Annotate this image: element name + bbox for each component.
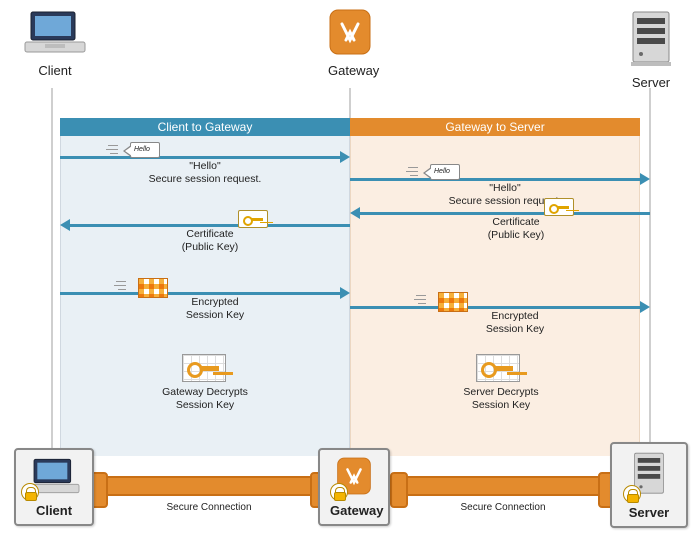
top-gateway: Gateway (328, 8, 372, 78)
header-right: Gateway to Server (350, 118, 640, 136)
lifeline-server (649, 88, 651, 500)
step-right-decrypt-label: Server DecryptsSession Key (446, 386, 556, 412)
gateway-badge-icon (328, 8, 372, 56)
step-right-cert-label: Certificate(Public Key) (466, 216, 566, 242)
lifeline-client (51, 88, 53, 500)
pipe-right: Secure Connection (400, 476, 606, 496)
pipe-left: Secure Connection (100, 476, 318, 496)
bottom-server-label: Server (622, 505, 676, 520)
lock-icon (330, 483, 348, 501)
bottom-gateway-label: Gateway (330, 503, 378, 518)
lock-icon (623, 485, 641, 503)
top-gateway-label: Gateway (328, 63, 372, 78)
pipe-left-label: Secure Connection (100, 502, 318, 513)
laptop-icon (23, 8, 87, 56)
top-row: Client Gateway Server (0, 8, 700, 88)
top-client: Client (20, 8, 90, 78)
server-icon (627, 8, 675, 68)
lock-icon (21, 483, 39, 501)
bottom-client-label: Client (26, 503, 82, 518)
step-left-decrypt-label: Gateway DecryptsSession Key (150, 386, 260, 412)
step-left-hello-label: "Hello"Secure session request. (130, 160, 280, 186)
top-server: Server (624, 8, 678, 90)
top-client-label: Client (20, 63, 90, 78)
step-left-enckey-label: EncryptedSession Key (170, 296, 260, 322)
step-left-cert-label: Certificate(Public Key) (160, 228, 260, 254)
bottom-gateway: Gateway (318, 448, 390, 526)
step-right-enckey-label: EncryptedSession Key (470, 310, 560, 336)
bottom-client: Client (14, 448, 94, 526)
top-server-label: Server (624, 75, 678, 90)
pipe-right-label: Secure Connection (400, 502, 606, 513)
bottom-server: Server (610, 442, 688, 528)
header-left: Client to Gateway (60, 118, 350, 136)
